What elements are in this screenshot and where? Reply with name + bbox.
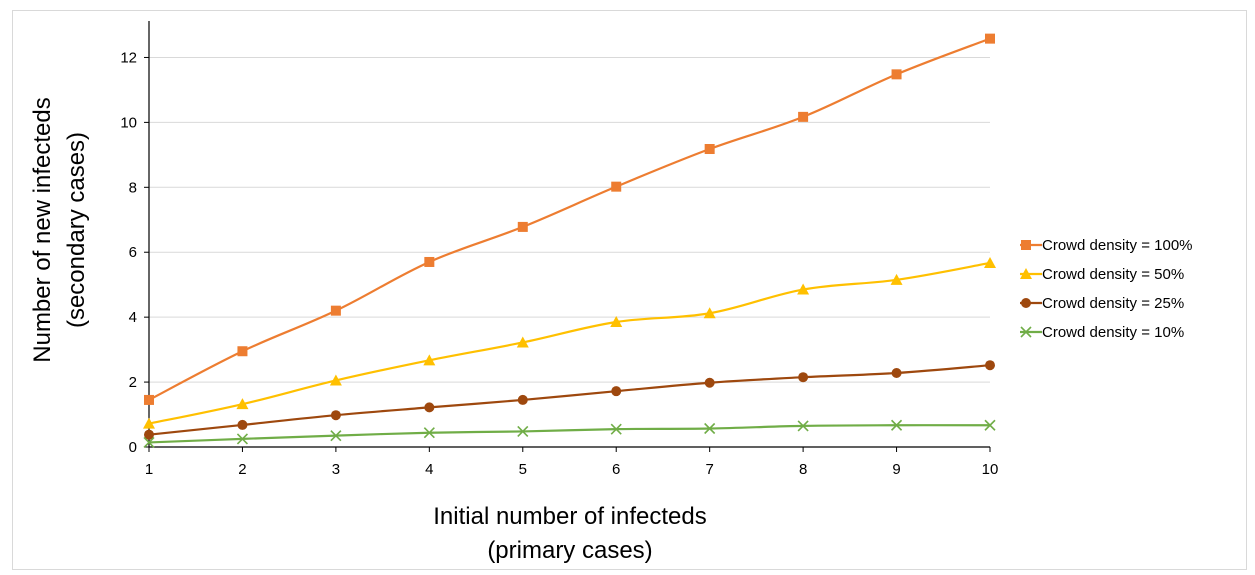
data-point bbox=[237, 346, 248, 357]
legend-item: Crowd density = 100% bbox=[1020, 237, 1193, 254]
legend-label: Crowd density = 50% bbox=[1042, 266, 1184, 283]
x-tick-label: 2 bbox=[238, 461, 246, 478]
y-tick-label: 12 bbox=[120, 49, 137, 66]
series-line bbox=[148, 37, 991, 401]
data-point bbox=[330, 410, 341, 421]
y-tick-label: 4 bbox=[129, 309, 137, 326]
x-tick-label: 6 bbox=[612, 461, 620, 478]
data-point bbox=[517, 425, 529, 437]
y-tick-label: 6 bbox=[129, 244, 137, 261]
y-axis-title-line1: Number of new infecteds bbox=[29, 97, 56, 362]
data-point bbox=[798, 372, 809, 383]
data-point bbox=[144, 429, 154, 440]
x-tick-label: 10 bbox=[982, 461, 999, 478]
data-point bbox=[423, 354, 436, 366]
legend-marker bbox=[1021, 240, 1031, 250]
series-3 bbox=[144, 360, 995, 440]
y-tick-label: 0 bbox=[129, 439, 137, 456]
data-point bbox=[329, 374, 342, 386]
x-tick-label: 5 bbox=[519, 461, 527, 478]
data-point bbox=[891, 367, 902, 378]
data-point bbox=[985, 360, 995, 371]
series-1 bbox=[144, 33, 995, 405]
data-point bbox=[798, 111, 809, 122]
data-point bbox=[330, 305, 341, 316]
data-point bbox=[984, 256, 996, 268]
y-tick-label: 10 bbox=[120, 114, 137, 131]
y-tick-labels: 0 2 4 6 8 10 12 bbox=[120, 49, 137, 456]
chart-frame bbox=[12, 10, 1247, 570]
data-point bbox=[610, 423, 622, 435]
legend-marker bbox=[1021, 298, 1031, 308]
x-tick-label: 4 bbox=[425, 461, 433, 478]
data-point bbox=[517, 221, 528, 232]
series-2 bbox=[143, 256, 996, 429]
data-point bbox=[517, 394, 528, 405]
data-point bbox=[424, 402, 435, 413]
legend-item: Crowd density = 50% bbox=[1020, 266, 1184, 283]
series-group bbox=[143, 33, 996, 449]
legend: Crowd density = 100% Crowd density = 50% C… bbox=[1020, 237, 1193, 341]
data-point bbox=[704, 377, 715, 388]
data-point bbox=[611, 386, 622, 397]
legend-label: Crowd density = 10% bbox=[1042, 324, 1184, 341]
data-point bbox=[703, 307, 716, 319]
x-tick-label: 9 bbox=[892, 461, 900, 478]
series-line bbox=[148, 364, 991, 436]
data-point bbox=[236, 398, 249, 410]
data-point bbox=[143, 417, 155, 429]
data-point bbox=[143, 436, 155, 449]
legend-item: Crowd density = 25% bbox=[1020, 295, 1184, 312]
data-point bbox=[704, 422, 716, 435]
legend-label: Crowd density = 25% bbox=[1042, 295, 1184, 312]
data-point bbox=[330, 430, 342, 442]
x-tick-label: 1 bbox=[145, 461, 153, 478]
data-point bbox=[985, 33, 995, 44]
x-axis-title-line1: Initial number of infecteds bbox=[433, 503, 706, 530]
series-line bbox=[148, 424, 991, 444]
x-tick-label: 3 bbox=[332, 461, 340, 478]
legend-label: Crowd density = 100% bbox=[1042, 237, 1193, 254]
data-point bbox=[797, 283, 810, 295]
data-point bbox=[610, 316, 623, 328]
legend-item: Crowd density = 10% bbox=[1020, 324, 1184, 341]
data-point bbox=[516, 336, 529, 348]
x-tick-label: 7 bbox=[705, 461, 713, 478]
legend-marker bbox=[1020, 326, 1032, 338]
data-point bbox=[423, 427, 435, 439]
legend-marker bbox=[1020, 268, 1032, 279]
data-point bbox=[891, 69, 902, 80]
axes bbox=[144, 21, 991, 452]
data-point bbox=[984, 419, 996, 431]
data-point bbox=[704, 144, 715, 155]
data-point bbox=[797, 420, 809, 432]
series-line bbox=[148, 261, 991, 425]
data-point bbox=[424, 256, 435, 267]
gridlines bbox=[149, 56, 990, 383]
y-tick-label: 8 bbox=[129, 179, 137, 196]
y-axis-title-line2: (secondary cases) bbox=[63, 132, 90, 328]
data-point bbox=[236, 433, 249, 445]
series-4 bbox=[143, 419, 996, 449]
data-point bbox=[237, 419, 248, 430]
data-point bbox=[611, 181, 622, 192]
data-point bbox=[144, 394, 154, 405]
data-point bbox=[890, 419, 903, 431]
y-tick-label: 2 bbox=[129, 374, 137, 391]
x-axis-title-line2: (primary cases) bbox=[487, 537, 652, 564]
data-point bbox=[890, 273, 903, 285]
x-tick-label: 8 bbox=[799, 461, 807, 478]
x-tick-labels: 1 2 3 4 5 6 7 8 9 10 bbox=[145, 461, 999, 478]
